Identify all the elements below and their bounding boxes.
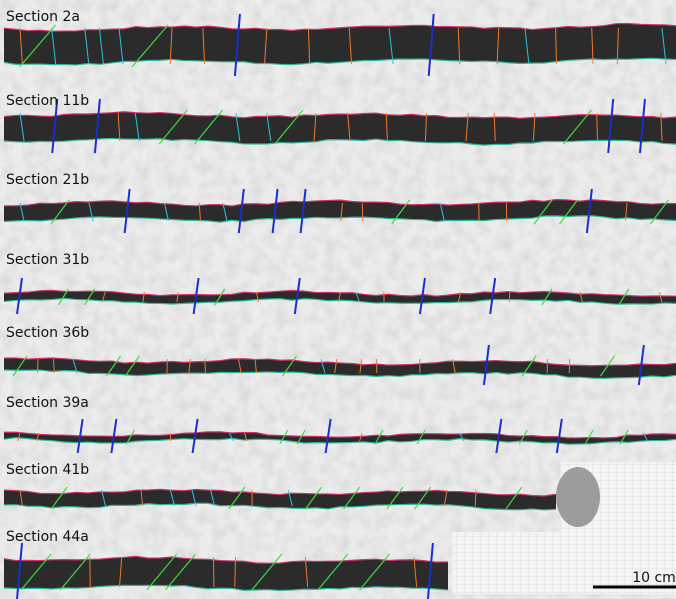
- section-label: Section 21b: [6, 172, 89, 188]
- scale-bar-label: 10 cm: [632, 570, 676, 586]
- fracture-orange: [569, 359, 570, 373]
- core-sections-image: Section 2a Section 11b Section 21b Section …: [0, 0, 676, 599]
- section-label: Section 41b: [6, 462, 89, 478]
- section-label: Section 44a: [6, 529, 89, 545]
- section-label: Section 36b: [6, 325, 89, 341]
- section-label: Section 2a: [6, 9, 80, 25]
- fracture-orange: [509, 292, 510, 302]
- fracture-orange: [475, 490, 476, 506]
- section-label: Section 11b: [6, 93, 89, 109]
- fracture-orange: [37, 359, 38, 373]
- core-band: [4, 556, 448, 590]
- section-label: Section 39a: [6, 395, 89, 411]
- section-label: Section 31b: [6, 252, 89, 268]
- sample-fragment: [556, 467, 600, 527]
